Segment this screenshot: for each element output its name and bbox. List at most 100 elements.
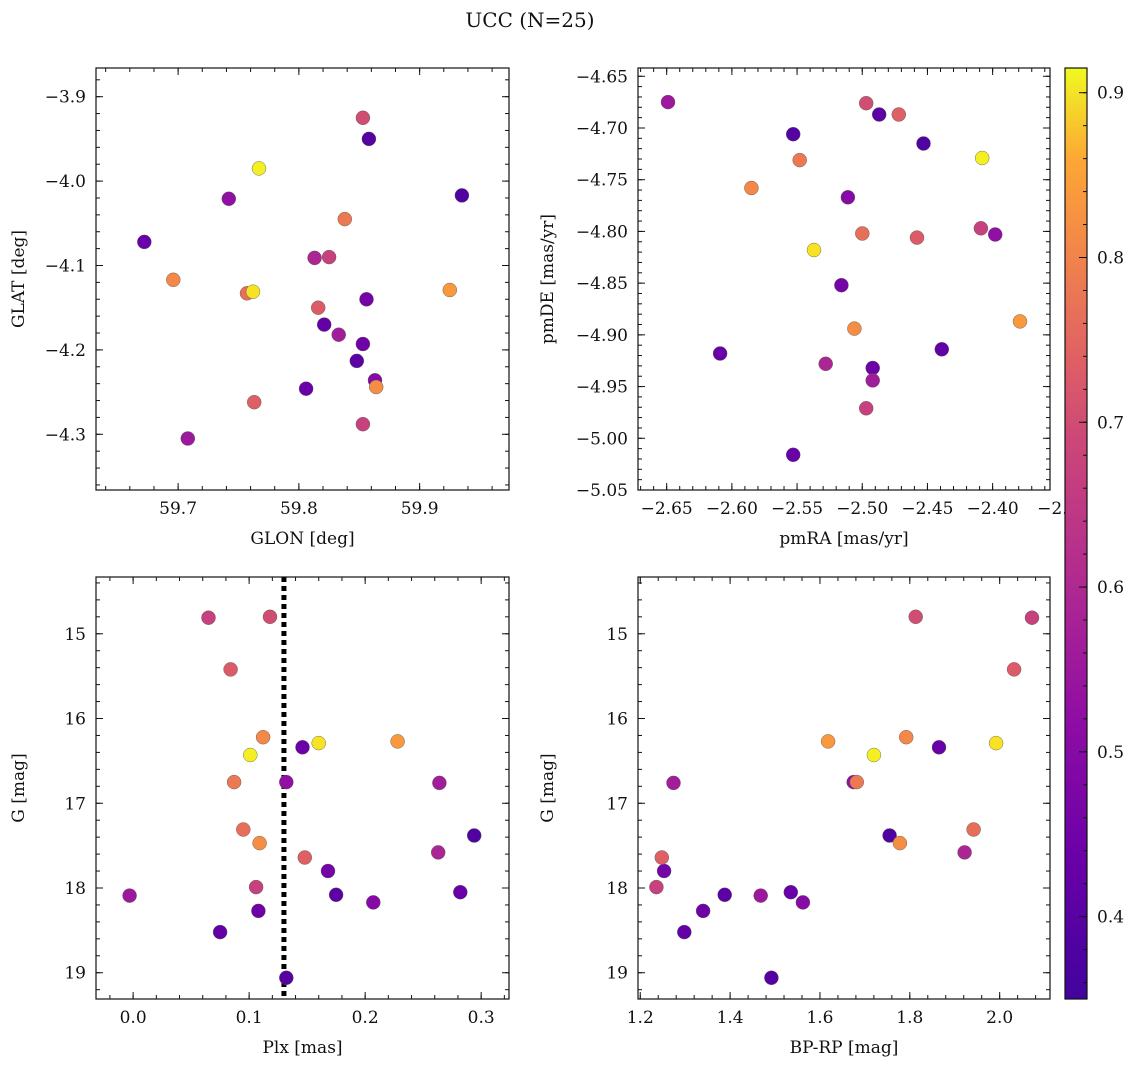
data-point (252, 835, 267, 851)
data-point (201, 610, 216, 625)
data-point (369, 379, 384, 395)
colorbar-tick-label: 0.4 (1097, 908, 1124, 928)
x-tick-label: 0.2 (352, 1008, 379, 1028)
y-tick-label: 17 (606, 794, 628, 814)
colorbar-gradient (1064, 67, 1088, 1000)
data-point (298, 381, 314, 396)
data-point (442, 282, 457, 298)
data-point (331, 327, 346, 342)
x-axis-label: BP-RP [mag] (790, 1038, 899, 1058)
ticks (96, 68, 509, 490)
x-tick-label: −2.55 (771, 499, 823, 519)
data-point (891, 107, 906, 122)
y-axis-label: GLAT [deg] (9, 230, 29, 328)
data-point (349, 353, 364, 369)
data-point (243, 747, 258, 763)
panel-glon-glat: 59.7 59.8 59.9 −3.9 −4.0 −4.1 −4.2 −4.3 GLON [de… (9, 67, 510, 549)
x-tick-label: 0.3 (468, 1008, 495, 1028)
data-point (390, 734, 405, 749)
data-point (795, 895, 811, 910)
x-tick-label: −2.60 (706, 499, 758, 519)
y-tick-label: −4.75 (576, 171, 628, 191)
data-point (820, 734, 836, 749)
data-point (865, 360, 880, 376)
panel-bprp-g: 1.2 1.4 1.6 1.8 2.0 15 16 17 18 19 BP-RP [mag] G [m… (538, 576, 1051, 1058)
y-tick-label: −5.00 (576, 429, 628, 449)
x-tick-label: 0.0 (120, 1008, 147, 1028)
axes-frame (95, 67, 510, 491)
data-point (834, 278, 849, 293)
colorbar-tick-label: 0.9 (1097, 84, 1124, 104)
data-point (988, 227, 1003, 242)
data-point (783, 885, 798, 900)
data-point (320, 863, 336, 879)
data-point (317, 317, 332, 332)
data-point (988, 735, 1004, 751)
data-point (251, 161, 267, 176)
y-axis-label: G [mag] (538, 753, 558, 822)
data-point (975, 150, 990, 166)
y-tick-label: 19 (606, 964, 628, 984)
panel-pmra-pmde: −2.65 −2.60 −2.55 −2.50 −2.45 −2.40 −2.3−4.65−… (538, 67, 1078, 549)
data-point (744, 180, 759, 196)
data-point (654, 850, 669, 865)
data-point (916, 136, 931, 151)
data-point (866, 747, 882, 763)
x-axis-label: pmRA [mas/yr] (779, 529, 908, 549)
data-layer (137, 110, 470, 446)
data-point (236, 822, 251, 837)
data-point (279, 774, 294, 790)
data-point (882, 828, 897, 843)
y-tick-label: −4.90 (576, 326, 628, 346)
data-point (859, 401, 874, 416)
colorbar-tick-label: 0.8 (1097, 248, 1124, 268)
data-point (849, 774, 864, 790)
data-layer (649, 609, 1040, 985)
ticks (96, 577, 509, 999)
y-axis-label: pmDE [mas/yr] (538, 214, 558, 344)
data-point (328, 887, 344, 902)
x-axis-label: Plx [mas] (262, 1038, 342, 1058)
y-tick-label: 16 (64, 710, 86, 730)
data-point (366, 895, 381, 910)
data-point (251, 903, 266, 919)
data-point (226, 774, 242, 790)
data-point (656, 863, 672, 879)
x-tick-label: 59.9 (401, 499, 439, 519)
axes-frame (95, 576, 510, 1000)
data-point (909, 230, 925, 245)
panel-plx-g: 0.0 0.1 0.2 0.3 15 16 17 18 19 Plx [mas] G [mag] (9, 576, 510, 1058)
data-point (717, 887, 732, 902)
data-point (297, 850, 312, 865)
y-tick-label: 16 (606, 710, 628, 730)
data-point (1006, 662, 1022, 677)
panels: 59.7 59.8 59.9 −3.9 −4.0 −4.1 −4.2 −4.3 GLON [de… (9, 67, 1078, 1058)
data-point (806, 242, 822, 258)
data-point (295, 740, 310, 755)
data-point (262, 609, 278, 624)
data-point (957, 845, 972, 860)
data-point (973, 221, 989, 236)
data-point (677, 924, 692, 940)
data-point (934, 342, 949, 357)
data-point (753, 888, 768, 903)
x-tick-label: −2.45 (901, 499, 953, 519)
y-tick-label: 18 (606, 879, 628, 899)
data-layer (122, 577, 482, 999)
figure-title: UCC (N=25) (465, 8, 594, 32)
plot-area (96, 577, 509, 999)
x-tick-label: 59.7 (159, 499, 197, 519)
data-point (122, 888, 137, 903)
data-point (431, 845, 446, 860)
colorbar-tick-label: 0.6 (1097, 578, 1124, 598)
y-tick-label: −4.70 (576, 119, 628, 139)
data-point (432, 775, 447, 791)
data-point (355, 110, 371, 126)
data-point (279, 970, 294, 985)
data-point (180, 431, 196, 446)
data-point (355, 417, 371, 432)
data-point (712, 346, 728, 361)
x-tick-label: −2.50 (836, 499, 888, 519)
y-tick-label: −4.0 (45, 172, 86, 192)
